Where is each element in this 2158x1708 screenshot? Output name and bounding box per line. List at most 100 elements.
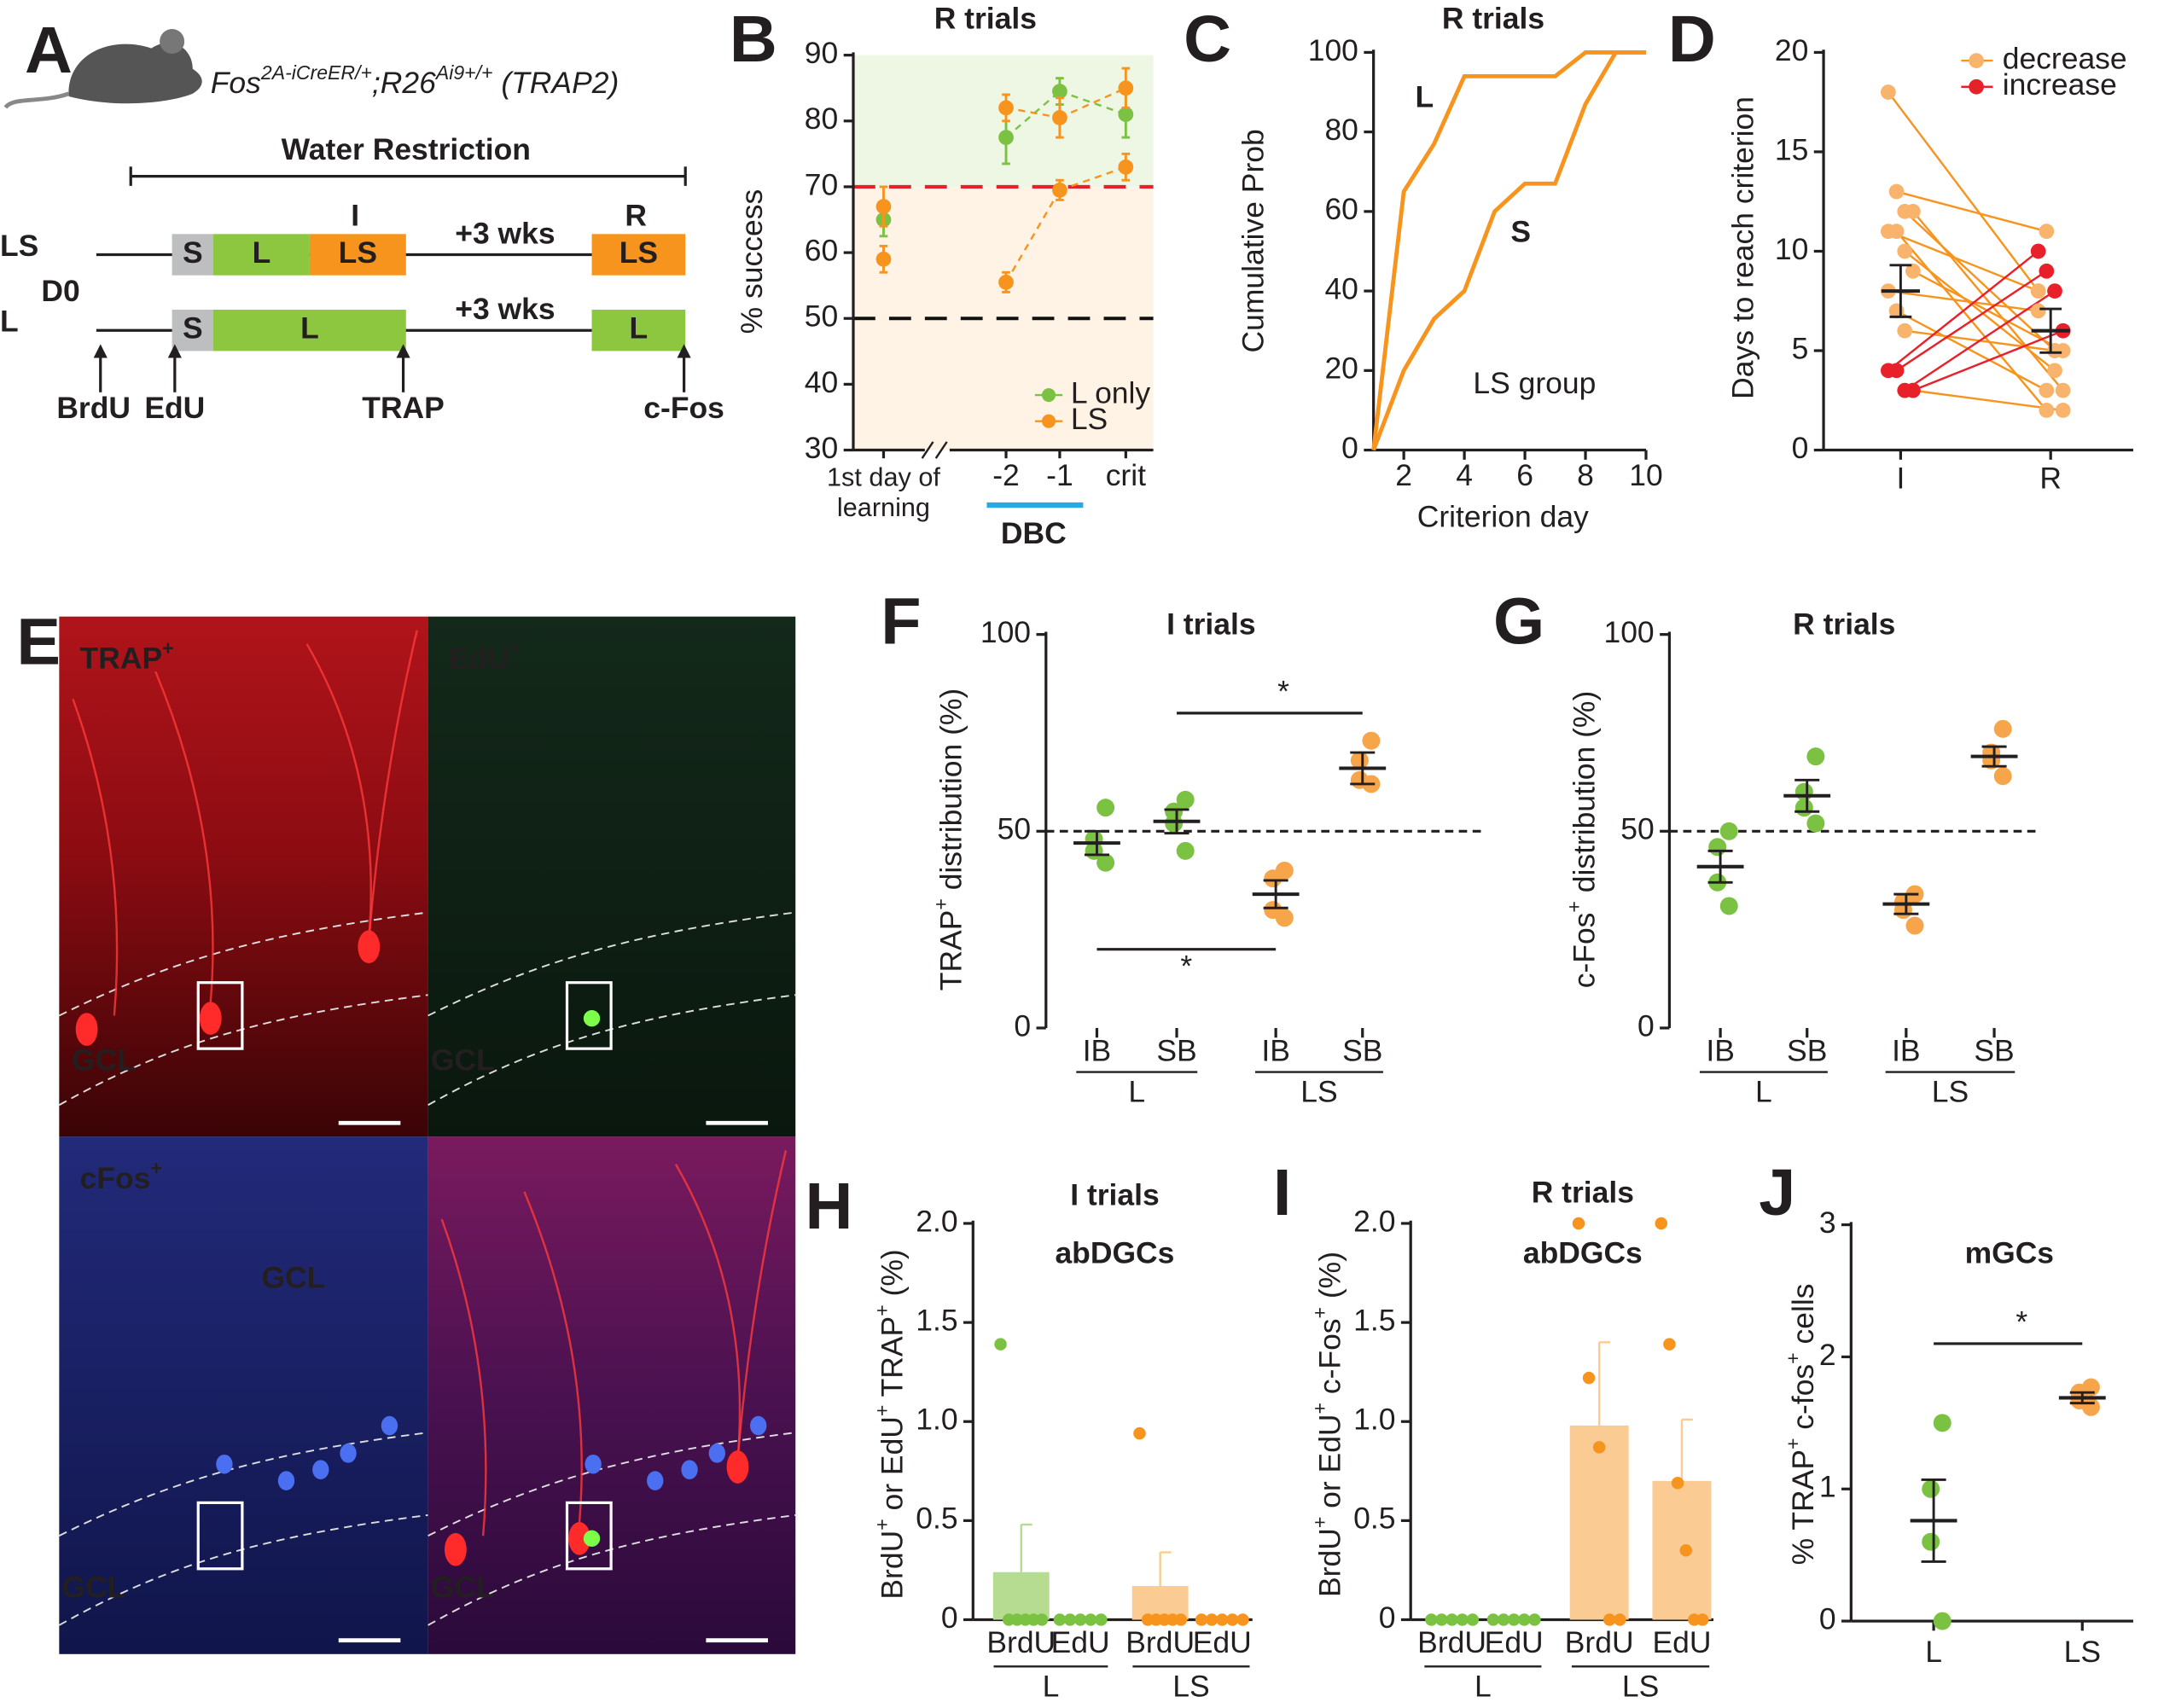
x-tick-label: R [2039,461,2062,495]
data-point [1073,1613,1087,1626]
panel-letter: H [806,1170,853,1243]
pair-line [1888,230,2039,293]
gcl-boundary [58,994,428,1107]
gcl-boundary [58,1513,428,1626]
legend-swatch [1969,53,1984,68]
fos-cell [647,1471,664,1490]
data-point [1497,1613,1510,1626]
chart-title: I trials [1070,1178,1159,1212]
block-label: LS [339,235,377,270]
error-bar [1680,1418,1693,1481]
y-tick-label: 0 [1819,1601,1836,1635]
legend-swatch [1969,78,1984,95]
x-tick-label: 8 [1577,458,1594,492]
y-axis-label: Days to reach criterion [1726,96,1760,399]
pair-line [1904,210,2056,351]
fos-cell [585,1454,602,1474]
data-point [1592,1441,1606,1454]
legend-swatch [1041,414,1056,428]
block-label: L [253,235,271,270]
data-point [1350,751,1369,770]
neuron [358,930,381,964]
x-tick-label: SB [1787,1033,1827,1067]
text-part: BrdU [1313,1528,1347,1597]
y-tick-label: 10 [1775,232,1808,266]
x-tick-label: EdU [1051,1625,1110,1659]
superscript: + [150,1157,161,1179]
pair-line [1904,250,2056,372]
data-point [2030,303,2046,319]
y-tick-label: 70 [805,167,838,201]
superscript: + [1782,1352,1804,1363]
y-tick-label: 0.5 [916,1502,957,1536]
gap-label: +3 wks [455,292,555,326]
data-point [1888,183,1905,200]
data-point [1096,853,1115,872]
axis-break [921,441,934,459]
pair-line [1895,270,2048,372]
y-tick-label: 50 [1620,812,1654,846]
phase-block [172,310,213,351]
superscript: + [870,1405,893,1416]
data-point [2081,1397,2100,1416]
y-tick-label: 50 [998,812,1031,846]
y-axis-label: BrdU+ or EdU+ TRAP+ (%) [870,1249,909,1599]
y-tick-label: 60 [1324,192,1358,226]
image-label: TRAP+ [80,636,174,675]
gcl-boundary [428,911,796,1017]
fos-cell [277,1471,295,1490]
data-point [1096,799,1115,817]
significance-label: * [1277,675,1289,709]
annotation: LS group [1473,366,1596,400]
data-point [998,130,1014,145]
group-label: LS [1172,1670,1209,1704]
data-point [1655,1217,1668,1230]
superscript: + [509,636,521,659]
error-bar [1084,829,1109,857]
x-tick-label: LS [2064,1635,2101,1669]
data-point [1671,1476,1684,1490]
data-point [1275,909,1294,927]
data-point [2047,283,2062,299]
x-tick-label: 1st day of learning [827,463,940,524]
panel-letter: E [16,606,61,679]
group-label: LS [1300,1075,1337,1109]
chart-subtitle: abDGCs [1523,1235,1643,1269]
fos-cell [216,1454,233,1474]
y-axis-label: BrdU+ or EdU+ c-Fos+ (%) [1308,1252,1347,1597]
x-tick-label: I [1896,461,1905,495]
series-segment [1004,189,1061,283]
y-tick-label: 100 [980,615,1031,649]
bar [1569,1425,1629,1620]
image-label: cFos+ [80,1157,162,1195]
pair-line [1911,211,2064,392]
x-tick-label: EdU [1193,1625,1252,1659]
data-point [1226,1613,1239,1626]
x-tick-label: 4 [1456,458,1473,492]
dendrite [368,630,418,940]
text-part: TRAP [80,642,163,676]
text-part: distribution (%) [934,688,968,898]
neuron [75,1013,98,1046]
data-point [1603,1613,1616,1626]
chart-title: R trials [934,2,1037,36]
fos-cell [708,1444,725,1463]
data-point [1035,1613,1049,1626]
text-part: TRAP [934,910,968,991]
gcl-boundary [58,1432,428,1537]
phase-label: R [625,198,647,232]
dendrite [72,699,119,1016]
fos-cell [681,1460,698,1479]
superscript: + [1782,1438,1804,1449]
data-point [1174,1613,1188,1626]
error-bar [1159,1551,1172,1587]
significance-label: * [2015,1305,2027,1339]
fos-cell [750,1415,767,1436]
error-bar [2069,1391,2095,1405]
axis-break [934,441,948,459]
series-label: L [1415,80,1434,114]
y-tick-label: 0 [1379,1601,1396,1635]
text-part: EdU [449,642,509,676]
x-axis-label: Criterion day [1417,500,1589,534]
